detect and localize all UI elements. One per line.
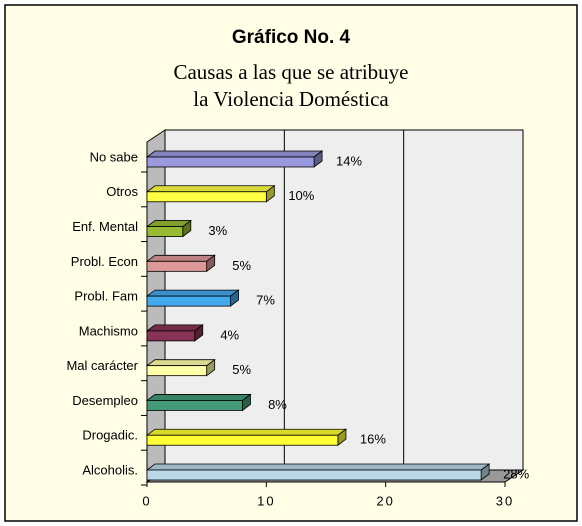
y-tick-label: No sabe — [90, 149, 138, 164]
x-tick-label: 20 — [376, 493, 394, 508]
bar-top — [145, 394, 252, 401]
bar-top — [145, 150, 324, 158]
subtitle: Causas a las que se atribuye — [173, 60, 408, 84]
y-tick-label: Machismo — [79, 323, 138, 338]
value-label: 3% — [208, 223, 227, 238]
value-label: 14% — [336, 153, 362, 168]
x-tick-label: 10 — [257, 493, 275, 508]
y-tick-label: Enf. Mental — [72, 219, 138, 234]
bar — [146, 191, 267, 203]
bar-top — [145, 428, 348, 436]
y-tick-label: Alcoholis. — [82, 462, 138, 477]
bar — [146, 330, 196, 342]
x-tick-label: 30 — [496, 493, 514, 508]
bar — [146, 400, 243, 411]
value-label: 5% — [232, 258, 251, 273]
value-label: 5% — [232, 362, 251, 377]
bar — [146, 434, 339, 446]
y-tick-label: Probl. Fam — [74, 289, 138, 304]
bar-top — [145, 185, 276, 193]
value-label: 10% — [288, 188, 314, 203]
bar-top — [145, 324, 204, 332]
y-tick-label: Probl. Econ — [71, 254, 138, 269]
bar — [146, 260, 208, 272]
chart-title: Gráfico No. 4 — [232, 27, 351, 48]
bar — [146, 469, 482, 481]
value-label: 7% — [256, 293, 275, 308]
x-tick-label: 0 — [142, 493, 151, 508]
bar — [146, 295, 231, 307]
bar-top — [145, 359, 216, 367]
bar-top — [145, 289, 240, 297]
value-label: 16% — [360, 432, 386, 447]
bar — [146, 365, 208, 377]
value-label: 4% — [220, 327, 239, 342]
bar-top — [145, 254, 216, 262]
y-tick-label: Desempleo — [72, 393, 138, 408]
bar-top — [145, 463, 491, 471]
subtitle: la Violencia Doméstica — [193, 87, 389, 111]
bar — [146, 226, 184, 237]
y-tick-label: Mal carácter — [66, 358, 138, 373]
value-label: 8% — [268, 397, 287, 412]
y-tick-label: Drogadic. — [82, 428, 138, 443]
y-tick-label: Otros — [106, 184, 138, 199]
bar — [146, 156, 315, 168]
value-label: 28% — [503, 466, 529, 481]
